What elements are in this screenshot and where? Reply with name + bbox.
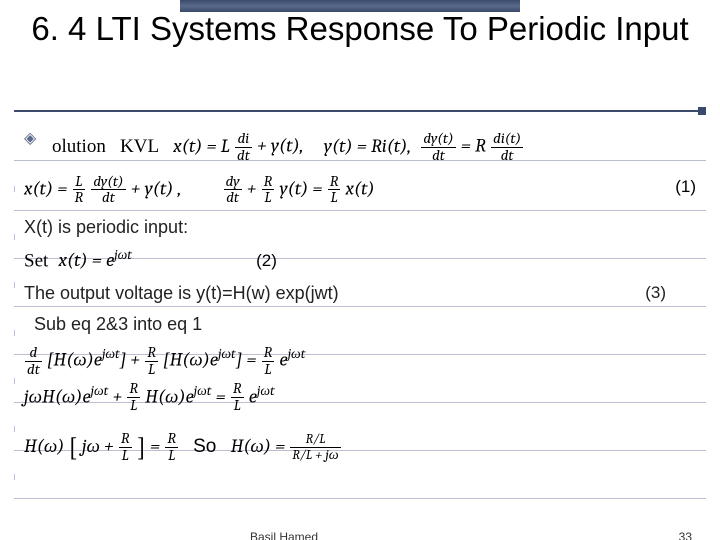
eq-number-2: (2) — [256, 251, 277, 270]
eq-line-2: x(t) = LR dy(t)dt + y(t) , dydt + RL y(t… — [24, 174, 696, 207]
fraction: dydt — [224, 174, 242, 207]
exp: jωt — [114, 248, 132, 263]
notebook-rule-8 — [14, 498, 706, 500]
fraction: LR — [73, 174, 86, 207]
eq-text: x(t) = L — [173, 135, 230, 157]
eq-text: e — [249, 385, 257, 407]
eq-text: H(ω) = — [231, 435, 286, 457]
fraction: RL — [231, 381, 244, 414]
eq-line-8: jωH(ω)ejωt + RL H(ω)ejωt = RL ejωt — [24, 381, 696, 414]
eq-number-1: (1) — [675, 174, 696, 200]
title-underline — [14, 110, 706, 112]
eq-text: jω + — [82, 435, 114, 457]
exp: jωt — [257, 384, 275, 399]
eq-line-4: Set x(t) = ejωt (2) — [24, 245, 696, 276]
bracket-open: [ — [69, 433, 78, 463]
eq-text: x(t) = — [24, 177, 67, 199]
eq-text: y(t) = — [279, 177, 322, 199]
fraction: didt — [235, 131, 252, 164]
eq-text: H(ω)e — [145, 385, 194, 407]
text-sub-eq: Sub eq 2&3 into eq 1 — [24, 311, 696, 339]
rule-tick — [14, 234, 15, 240]
fraction: RL — [145, 345, 158, 378]
eq-text: x(t) = e — [58, 249, 114, 271]
eq-number-3: (3) — [645, 280, 666, 306]
eq-text: jωH(ω)e — [24, 385, 91, 407]
rule-tick — [14, 474, 15, 480]
eq-text: + — [247, 177, 257, 199]
exp: jωt — [91, 384, 109, 399]
fraction-nested: R/L R/L + jω — [290, 432, 340, 462]
fraction: RL — [262, 174, 275, 207]
eq-text: ] + — [120, 349, 140, 371]
text-output-voltage: The output voltage is y(t)=H(w) exp(jwt)… — [24, 280, 696, 308]
eq-line-7: ddt [H(ω)ejωt] + RL [H(ω)ejωt] = RL ejωt — [24, 344, 696, 377]
footer-author: Basil Hamed — [250, 530, 318, 540]
text: The output voltage is y(t)=H(w) exp(jwt) — [24, 283, 339, 303]
text-solution: olution — [24, 136, 106, 157]
rule-tick — [14, 186, 15, 192]
eq-line-9: H(ω) [ jω + RL ] = RL So H(ω) = R/L R/L … — [24, 428, 696, 468]
bracket-close: ] — [137, 433, 146, 463]
text-set: Set — [24, 250, 48, 271]
fraction: di(t)dt — [491, 131, 523, 164]
eq-text: + y(t) , — [131, 177, 182, 199]
exp: jωt — [194, 384, 212, 399]
text-periodic-input: X(t) is periodic input: — [24, 214, 696, 242]
rule-tick — [14, 378, 15, 384]
exp: jωt — [102, 347, 120, 362]
eq-text: + — [112, 385, 122, 407]
exp: jωt — [288, 347, 306, 362]
title-wrap: 6. 4 LTI Systems Response To Periodic In… — [20, 10, 700, 48]
text-so: So — [193, 436, 216, 457]
slide-title: 6. 4 LTI Systems Response To Periodic In… — [20, 10, 700, 48]
fraction: RL — [119, 431, 132, 464]
fraction: RL — [127, 381, 140, 414]
exp: jωt — [218, 347, 236, 362]
fraction: ddt — [25, 345, 42, 378]
eq-line-1: olution KVL x(t) = L didt + y(t), y(t) =… — [24, 131, 696, 164]
eq-text: e — [279, 349, 287, 371]
slide: 6. 4 LTI Systems Response To Periodic In… — [0, 0, 720, 540]
eq-text: x(t) — [346, 177, 375, 199]
rule-tick — [14, 330, 15, 336]
fraction: dy(t)dt — [91, 174, 125, 207]
eq-text: = — [216, 385, 226, 407]
eq-text: = R — [461, 135, 486, 157]
eq-text: [H(ω)e — [47, 349, 102, 371]
rule-tick — [14, 282, 15, 288]
content-area: olution KVL x(t) = L didt + y(t), y(t) =… — [24, 128, 696, 471]
eq-text: [H(ω)e — [163, 349, 218, 371]
fraction: RL — [328, 174, 341, 207]
eq-text: H(ω) — [24, 435, 64, 457]
eq-text: ] = — [236, 349, 257, 371]
footer-page-number: 33 — [679, 530, 692, 540]
rule-tick — [14, 426, 15, 432]
text-kvl: KVL — [120, 136, 159, 157]
fraction: dy(t)dt — [421, 131, 455, 164]
eq-text: y(t) = Ri(t), — [324, 135, 411, 157]
eq-text: + y(t), — [257, 135, 304, 157]
fraction: RL — [262, 345, 275, 378]
eq-text: = — [150, 435, 160, 457]
fraction: RL — [165, 431, 178, 464]
